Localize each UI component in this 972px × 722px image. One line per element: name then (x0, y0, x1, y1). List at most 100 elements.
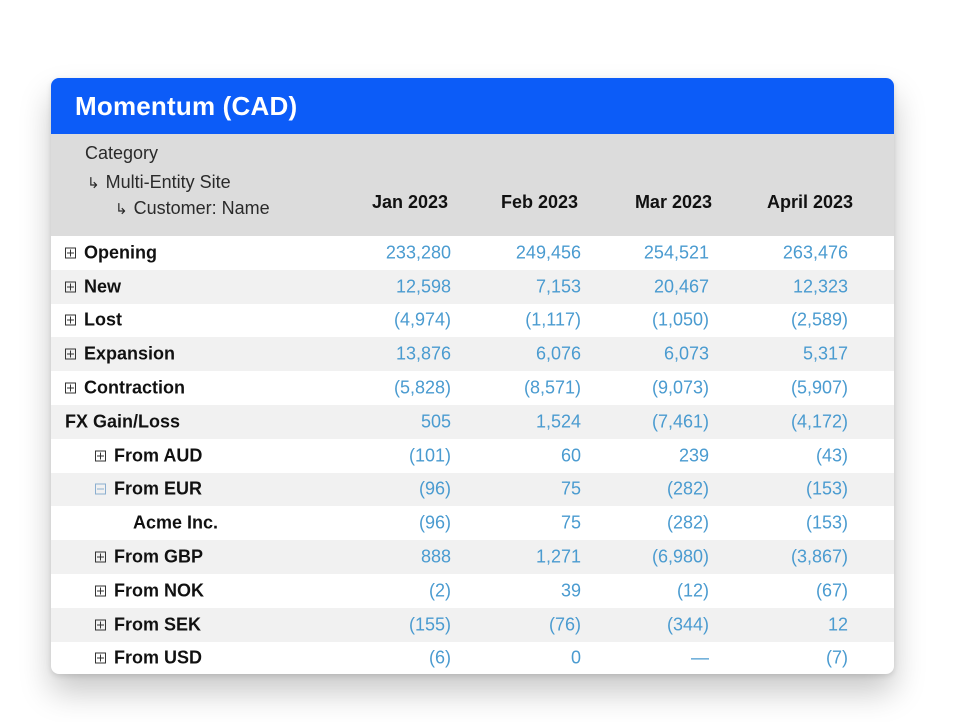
cell-value: (1,050) (651, 309, 709, 330)
cell-value: 0 (570, 647, 581, 668)
column-header-jan[interactable]: Jan 2023 (371, 192, 448, 212)
row-label-text: From NOK (114, 580, 204, 601)
header-customer: ↳ Customer: Name (115, 198, 270, 219)
momentum-table-card: Momentum (CAD) Category ↳ Multi-Entity Si… (51, 78, 894, 674)
collapse-icon[interactable] (95, 483, 106, 495)
table-row: From GBP 888 1,271 (6,980) (3,867) (51, 540, 894, 574)
cell-value: (67) (815, 580, 848, 601)
column-header-feb[interactable]: Feb 2023 (500, 192, 578, 212)
cell-value: 888 (420, 546, 451, 567)
row-label-from-eur[interactable]: From EUR (95, 479, 202, 500)
expand-icon[interactable] (65, 348, 76, 360)
cell-value: 6,073 (663, 343, 709, 364)
cell-value: 12 (827, 614, 848, 635)
expand-icon[interactable] (95, 450, 106, 462)
cell-value: 263,476 (782, 242, 848, 263)
cell-value: (1,117) (525, 309, 581, 330)
table-row: Opening 233,280 249,456 254,521 263,476 (51, 236, 894, 270)
header-multi-entity: ↳ Multi-Entity Site (87, 172, 231, 193)
cell-value: (12) (676, 580, 709, 601)
cell-value: (101) (408, 445, 451, 466)
cell-value: — (691, 647, 709, 668)
row-label-expansion[interactable]: Expansion (65, 344, 175, 365)
cell-value: 5,317 (802, 343, 848, 364)
row-label-text: Expansion (84, 343, 176, 364)
row-label-text: From USD (114, 647, 203, 668)
row-label-text: Opening (84, 242, 157, 263)
table-header: Category ↳ Multi-Entity Site ↳ Customer: N… (51, 134, 894, 236)
cell-value: (6) (429, 647, 451, 668)
column-header-apr[interactable]: April 2023 (766, 192, 853, 212)
expand-icon[interactable] (95, 652, 106, 664)
table-row: From NOK (2) 39 (12) (67) (51, 574, 894, 608)
row-label-text: From EUR (114, 478, 203, 499)
return-arrow-icon: ↳ (115, 201, 128, 218)
return-arrow-icon: ↳ (87, 175, 100, 192)
cell-value: 254,521 (643, 242, 709, 263)
cell-value: (96) (418, 478, 451, 499)
row-label-fx-gain-loss: FX Gain/Loss (65, 411, 180, 432)
title-bar: Momentum (CAD) (51, 78, 894, 134)
cell-value: (4,974) (393, 309, 451, 330)
cell-value: (4,172) (790, 411, 848, 432)
row-label-from-sek[interactable]: From SEK (95, 614, 201, 635)
table-row: From USD (6) 0 — (7) (51, 642, 894, 674)
expand-icon[interactable] (95, 619, 106, 631)
cell-value: (282) (666, 478, 709, 499)
row-label-text: Contraction (84, 377, 185, 398)
row-label-contraction[interactable]: Contraction (65, 378, 185, 399)
header-category: Category (85, 143, 159, 163)
cell-value: (7) (826, 647, 848, 668)
cell-value: 7,153 (535, 276, 581, 297)
cell-value: 505 (420, 411, 451, 432)
cell-value: 20,467 (653, 276, 709, 297)
table-body: Opening 233,280 249,456 254,521 263,476 … (51, 236, 894, 674)
table-row: From AUD (101) 60 239 (43) (51, 439, 894, 473)
table-row: Lost (4,974) (1,117) (1,050) (2,589) (51, 304, 894, 338)
cell-value: (2) (429, 580, 451, 601)
cell-value: 60 (560, 445, 581, 466)
cell-value: (7,461) (651, 411, 709, 432)
expand-icon[interactable] (65, 281, 76, 293)
row-label-text: Acme Inc. (133, 512, 219, 533)
cell-value: 12,323 (792, 276, 848, 297)
row-label-from-aud[interactable]: From AUD (95, 445, 202, 466)
cell-value: (344) (666, 614, 709, 635)
cell-value: (282) (666, 512, 709, 533)
header-customer-label: Customer: Name (133, 198, 270, 218)
row-label-from-nok[interactable]: From NOK (95, 580, 204, 601)
cell-value: 1,524 (535, 411, 581, 432)
expand-icon[interactable] (65, 247, 76, 259)
row-label-new[interactable]: New (65, 276, 121, 297)
cell-value: 233,280 (385, 242, 451, 263)
row-label-from-usd[interactable]: From USD (95, 648, 202, 669)
row-label-from-gbp[interactable]: From GBP (95, 547, 203, 568)
table-row: Contraction (5,828) (8,571) (9,073) (5,9… (51, 371, 894, 405)
row-label-opening[interactable]: Opening (65, 242, 157, 263)
row-label-text: FX Gain/Loss (65, 411, 181, 432)
cell-value: 13,876 (395, 343, 451, 364)
row-label-text: Lost (84, 309, 122, 330)
row-label-lost[interactable]: Lost (65, 310, 122, 331)
header-multi-entity-label: Multi-Entity Site (105, 172, 231, 192)
expand-icon[interactable] (65, 382, 76, 394)
cell-value: 75 (560, 512, 581, 533)
expand-icon[interactable] (95, 585, 106, 597)
cell-value: (155) (408, 614, 451, 635)
cell-value: 12,598 (395, 276, 451, 297)
cell-value: (5,907) (790, 377, 848, 398)
table-row: From SEK (155) (76) (344) 12 (51, 607, 894, 642)
row-label-acme-inc: Acme Inc. (133, 513, 218, 534)
table-row: From EUR (96) 75 (282) (153) (51, 472, 894, 507)
row-label-text: From AUD (114, 445, 203, 466)
row-label-text: From GBP (114, 546, 204, 567)
cell-value: 39 (560, 580, 581, 601)
expand-icon[interactable] (65, 314, 76, 326)
cell-value: (96) (418, 512, 451, 533)
table-row: New 12,598 7,153 20,467 12,323 (51, 269, 894, 304)
column-header-mar[interactable]: Mar 2023 (634, 192, 712, 212)
expand-icon[interactable] (95, 551, 106, 563)
cell-value: 1,271 (535, 546, 581, 567)
cell-value: (76) (548, 614, 581, 635)
table-title: Momentum (CAD) (75, 90, 298, 121)
